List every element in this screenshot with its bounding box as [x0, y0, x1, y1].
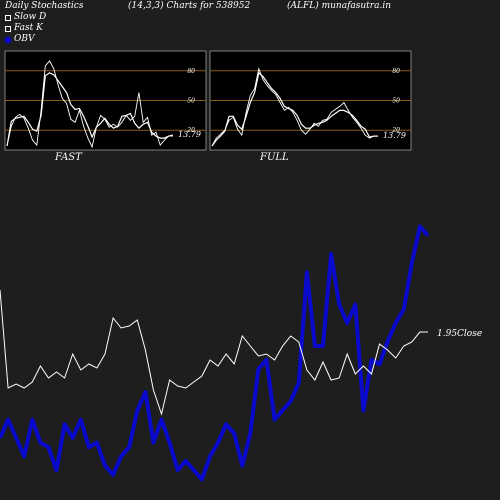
- legend-item-obv: OBV: [5, 34, 46, 45]
- legend-label-fast-k: Fast K: [14, 23, 43, 33]
- y-tick-label-fast-20: 20: [186, 127, 195, 134]
- legend-item-fast-k: Fast K: [5, 23, 46, 34]
- legend-swatch-obv: [5, 36, 11, 43]
- series-line-fast-fast-k: [6, 60, 173, 149]
- legend-swatch-fast-k: [5, 25, 11, 32]
- legend-label-obv: OBV: [14, 34, 35, 44]
- legend-swatch-slow-d: [5, 14, 11, 21]
- series-line-close: [0, 289, 428, 416]
- last-value-label-full: 13.79: [383, 131, 406, 140]
- y-tick-label-full-20: 20: [391, 127, 400, 134]
- panel-title-fast: FAST: [54, 152, 83, 163]
- y-tick-label-fast-50: 50: [187, 98, 195, 105]
- last-value-label-fast: 13.79: [178, 130, 201, 139]
- legend-label-slow-d: Slow D: [14, 12, 47, 22]
- chart-title: Daily Stochastics: [5, 1, 84, 11]
- panel-title-full: FULL: [259, 152, 289, 163]
- close-value-label: 1.95Close: [437, 329, 482, 339]
- chart-symbol: (ALFL) munafasutra.in: [287, 1, 392, 11]
- series-line-full-fast-k: [211, 67, 378, 147]
- series-line-fast-slow-d: [6, 72, 174, 147]
- y-tick-label-fast-80: 80: [187, 68, 195, 75]
- y-tick-label-full-80: 80: [392, 68, 400, 75]
- legend-item-slow-d: Slow D: [5, 12, 46, 23]
- series-line-obv: [0, 224, 430, 482]
- chart-params: (14,3,3) Charts for 538952: [128, 1, 251, 11]
- y-tick-label-full-50: 50: [392, 98, 400, 105]
- legend: Slow D Fast K OBV: [5, 12, 46, 45]
